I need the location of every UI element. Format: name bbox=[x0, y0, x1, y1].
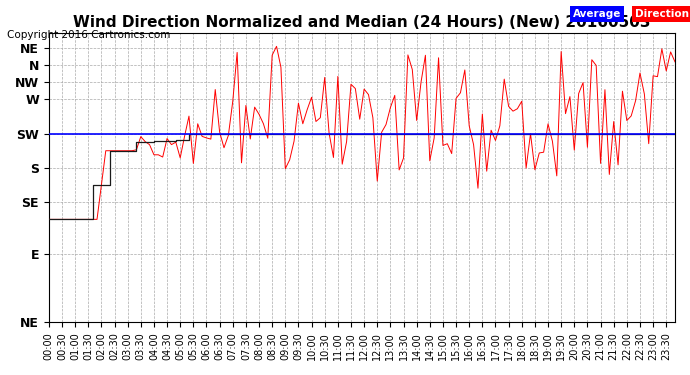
Text: Average: Average bbox=[573, 9, 621, 19]
Text: Direction: Direction bbox=[635, 9, 689, 19]
Title: Wind Direction Normalized and Median (24 Hours) (New) 20160503: Wind Direction Normalized and Median (24… bbox=[73, 15, 651, 30]
Text: Copyright 2016 Cartronics.com: Copyright 2016 Cartronics.com bbox=[7, 30, 170, 39]
